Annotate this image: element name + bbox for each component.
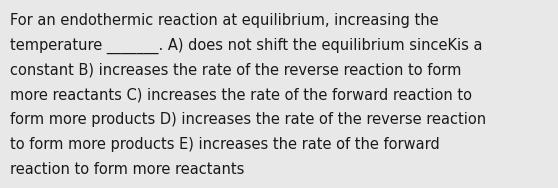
Text: temperature _______. A) does not shift the equilibrium sinceKis a: temperature _______. A) does not shift t…: [10, 38, 483, 54]
Text: reaction to form more reactants: reaction to form more reactants: [10, 162, 244, 177]
Text: more reactants C) increases the rate of the forward reaction to: more reactants C) increases the rate of …: [10, 88, 472, 103]
Text: form more products D) increases the rate of the reverse reaction: form more products D) increases the rate…: [10, 112, 486, 127]
Text: For an endothermic reaction at equilibrium, increasing the: For an endothermic reaction at equilibri…: [10, 13, 439, 28]
Text: to form more products E) increases the rate of the forward: to form more products E) increases the r…: [10, 137, 440, 152]
Text: constant B) increases the rate of the reverse reaction to form: constant B) increases the rate of the re…: [10, 63, 461, 78]
